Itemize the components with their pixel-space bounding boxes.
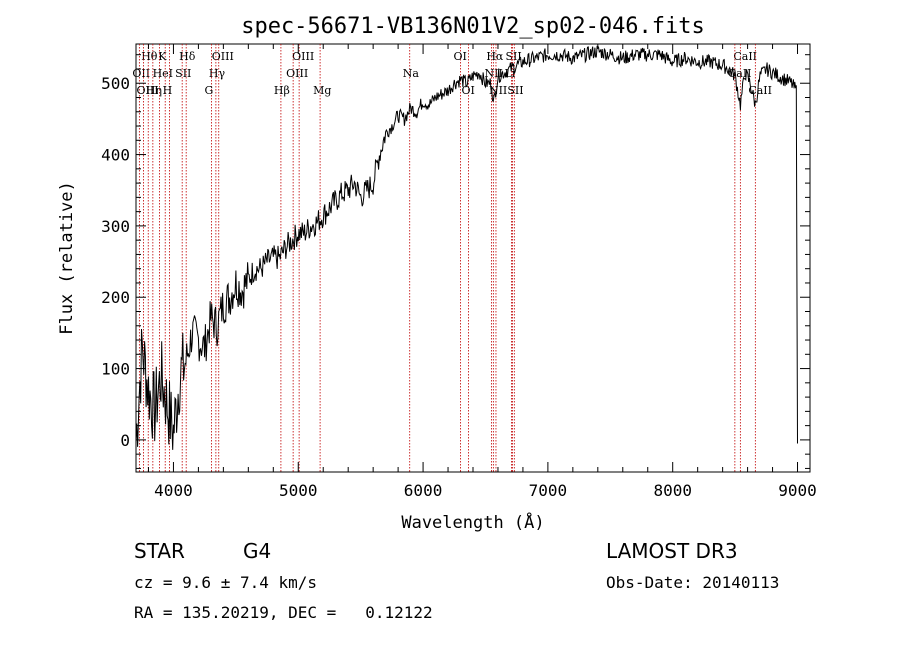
x-tick-label: 9000: [778, 481, 817, 500]
y-tick-label: 500: [101, 74, 130, 93]
spectral-line-label: CaII: [748, 84, 772, 97]
spectral-line-label: OIII: [212, 50, 234, 63]
survey-label: LAMOST DR3: [606, 539, 738, 563]
spectral-line-label: SII: [175, 67, 191, 80]
spectral-line-label: Hβ: [274, 84, 290, 97]
spectral-line-label: Li: [504, 67, 515, 80]
redshift-value: cz = 9.6 ± 7.4 km/s: [134, 573, 318, 592]
spectral-line-label: SII: [505, 50, 521, 63]
spectrum-line: [135, 45, 798, 450]
x-axis-label: Wavelength (Å): [401, 511, 544, 533]
chart-title: spec-56671-VB136N01V2_sp02-046.fits: [241, 14, 705, 39]
spectral-line-label: OI: [454, 50, 467, 63]
y-tick-label: 0: [120, 431, 130, 450]
spectral-line-label: OIII: [286, 67, 308, 80]
spectral-line-label: OII: [132, 67, 150, 80]
spectral-line-label: NII: [484, 67, 502, 80]
spectral-line-label: Na: [403, 67, 420, 80]
spectral-line-label: K: [158, 50, 167, 63]
x-tick-label: 5000: [279, 481, 318, 500]
spectral-line-label: OIII: [292, 50, 314, 63]
plot-frame: [135, 43, 811, 473]
spectral-line-label: NII: [489, 84, 507, 97]
object-subclass: G4: [243, 539, 272, 563]
spectral-line-label: G: [205, 84, 214, 97]
spectral-line-label: HeI: [153, 67, 173, 80]
x-tick-label: 6000: [404, 481, 443, 500]
spectral-line-label: Hθ: [141, 50, 158, 63]
spectral-line-label: H: [163, 84, 173, 97]
spectral-line-label: Mg: [313, 84, 331, 97]
spectral-line-label: CaII: [733, 50, 757, 63]
obs-date: Obs-Date: 20140113: [606, 573, 780, 592]
x-tick-label: 4000: [154, 481, 193, 500]
y-tick-label: 200: [101, 288, 130, 307]
spectral-line-label: Hδ: [179, 50, 196, 63]
x-tick-label: 8000: [653, 481, 692, 500]
object-class: STAR: [134, 539, 185, 563]
spectral-line-label: Hγ: [209, 67, 226, 80]
coordinates: RA = 135.20219, DEC = 0.12122: [134, 603, 433, 622]
spectral-line-label: Hα: [486, 50, 504, 63]
spectral-line-label: OI: [462, 84, 475, 97]
y-tick-label: 400: [101, 146, 130, 165]
y-tick-label: 300: [101, 217, 130, 236]
spectral-line-label: SII: [507, 84, 523, 97]
spectral-line-label: Hη: [146, 84, 162, 97]
y-tick-label: 100: [101, 360, 130, 379]
x-tick-label: 7000: [529, 481, 568, 500]
y-axis-label: Flux (relative): [57, 181, 77, 335]
